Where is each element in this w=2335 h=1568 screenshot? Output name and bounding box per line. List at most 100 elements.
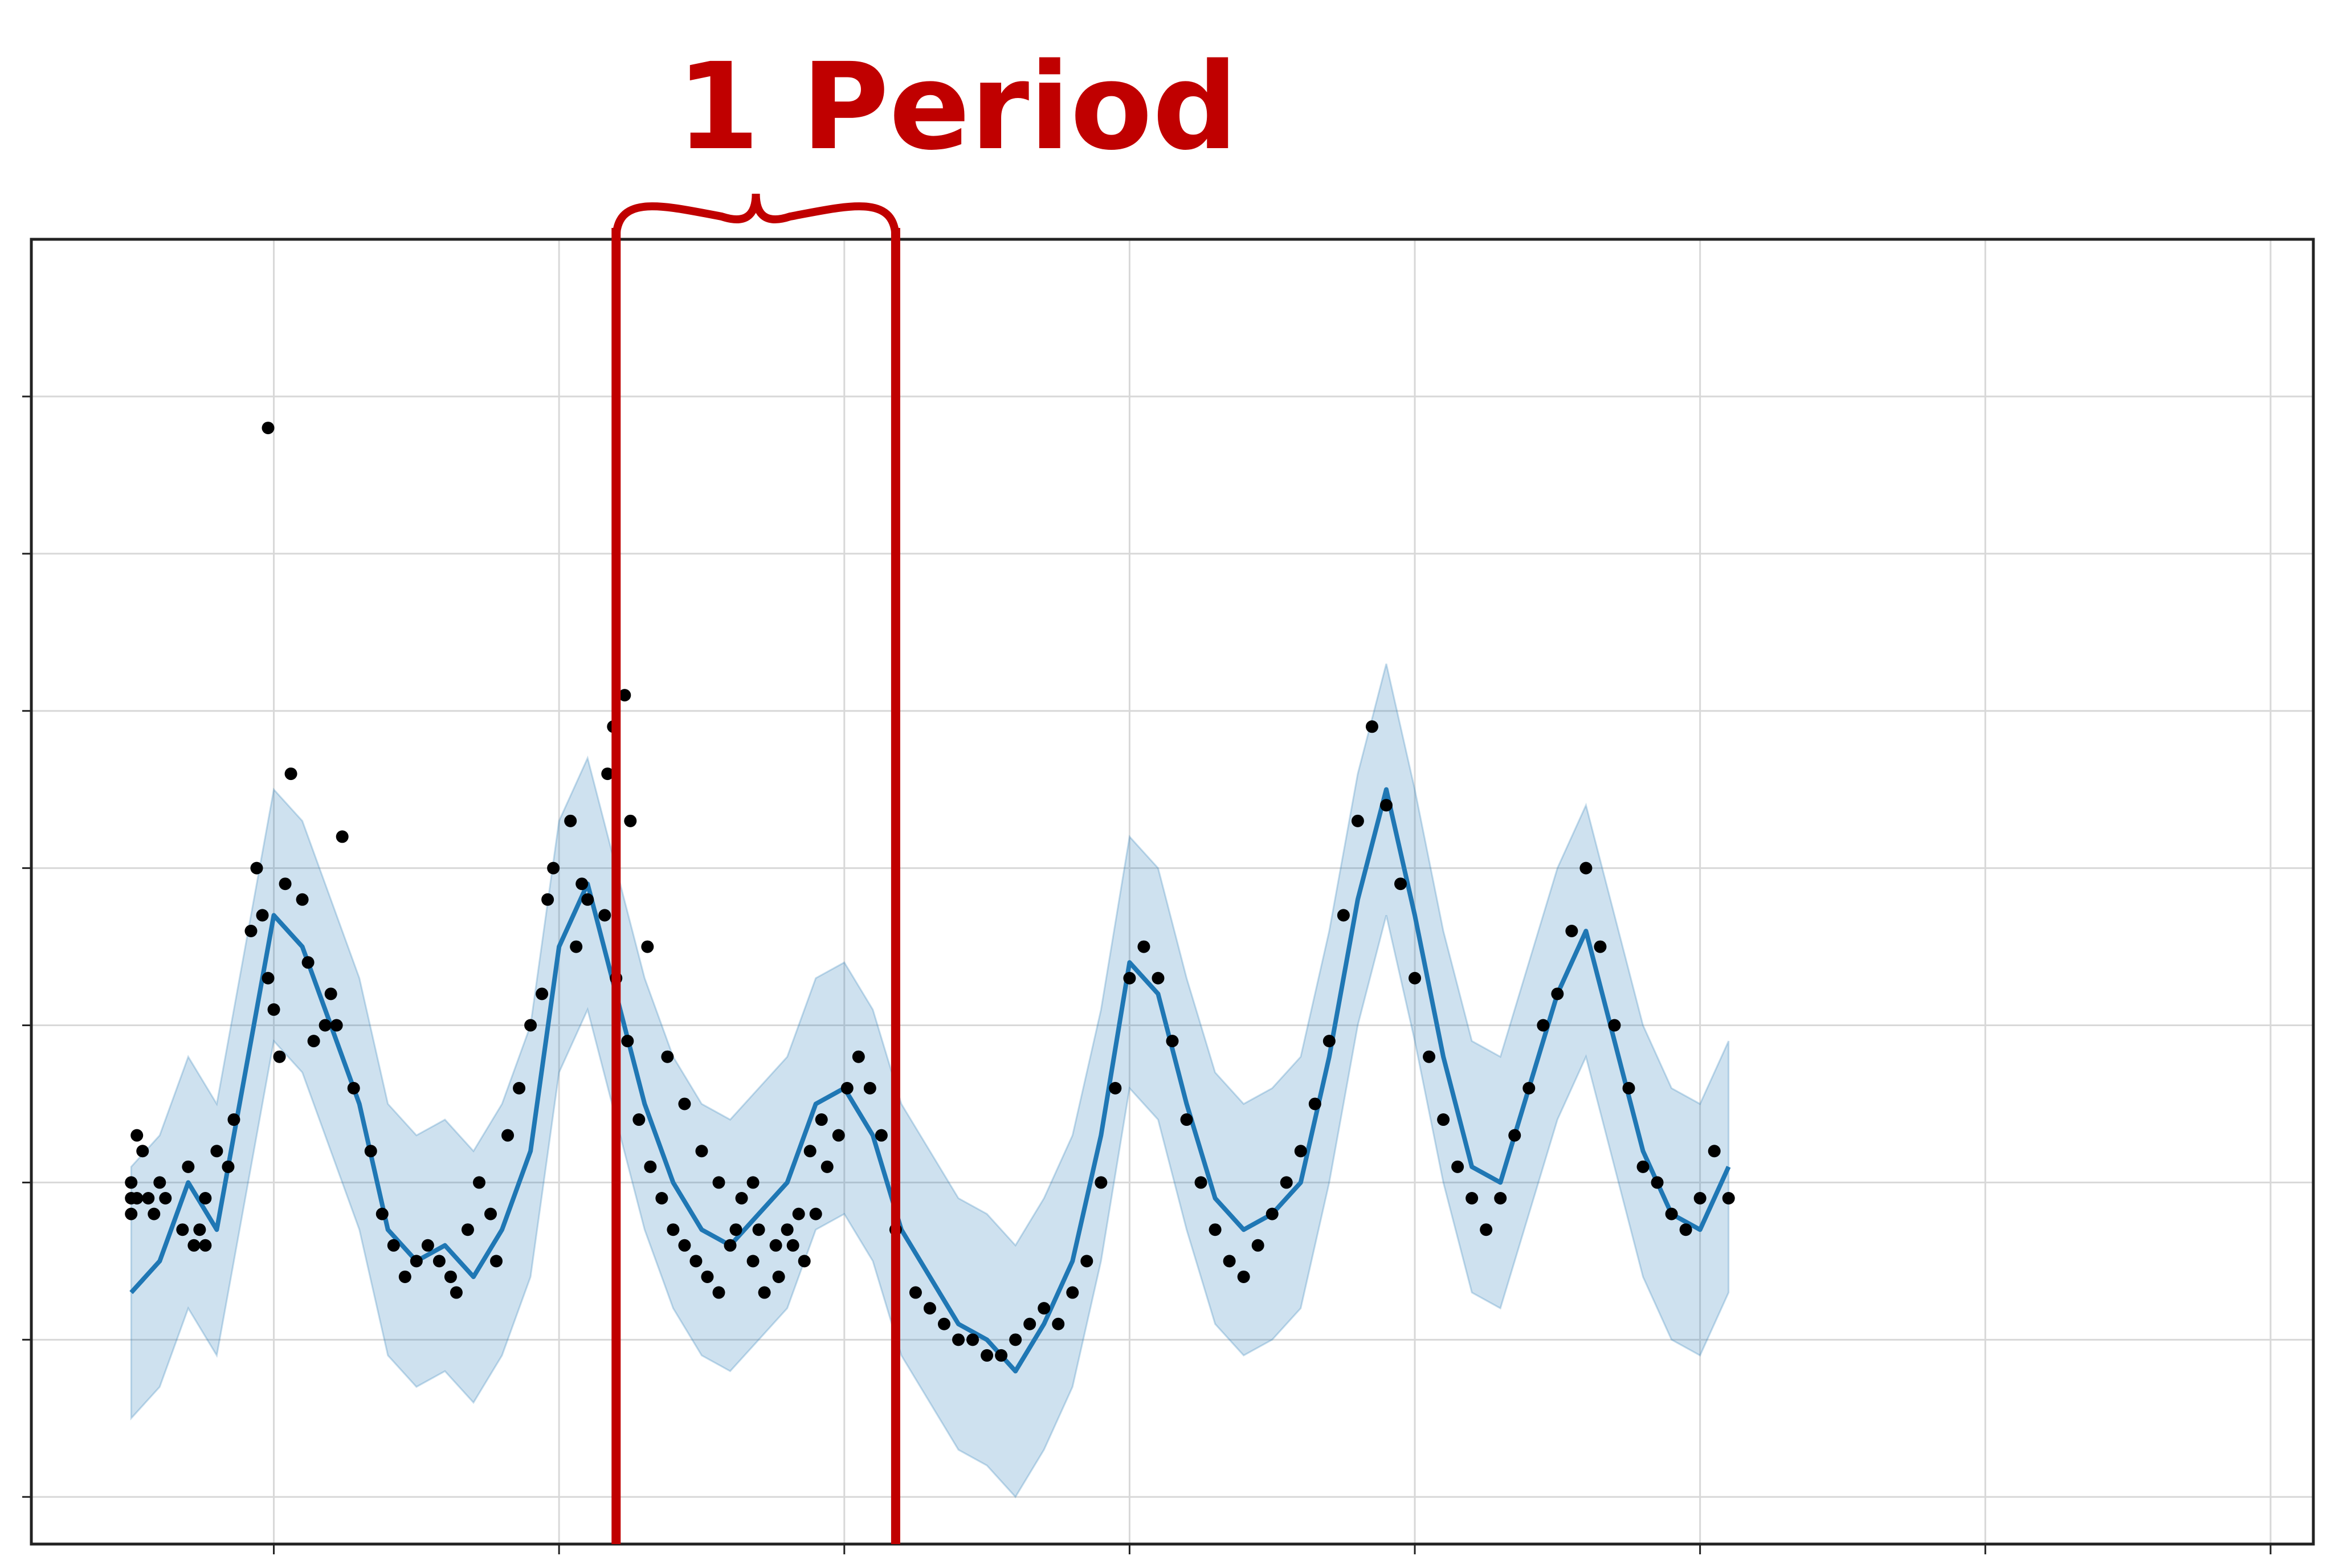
data-point [1251, 1239, 1264, 1252]
data-point [1508, 1129, 1521, 1142]
data-point [1123, 971, 1136, 985]
data-point [187, 1239, 201, 1252]
data-point [966, 1333, 979, 1346]
data-point [1023, 1317, 1036, 1330]
data-point [125, 1207, 138, 1220]
data-point [1237, 1270, 1250, 1283]
data-point [1608, 1019, 1621, 1032]
data-point [199, 1239, 212, 1252]
plot-frame [30, 238, 2315, 1546]
data-point [575, 877, 589, 891]
data-point [227, 1113, 240, 1126]
data-point [279, 877, 292, 891]
data-point [769, 1239, 782, 1252]
data-point [820, 1160, 834, 1173]
data-point [1594, 940, 1607, 953]
data-point [421, 1239, 434, 1252]
data-point [564, 814, 577, 827]
data-point [1109, 1081, 1122, 1095]
data-point [307, 1035, 320, 1048]
data-point [786, 1239, 799, 1252]
data-point [815, 1113, 828, 1126]
data-point [981, 1349, 994, 1362]
data-point [1480, 1223, 1493, 1236]
data-point [852, 1050, 865, 1063]
data-point [176, 1223, 189, 1236]
data-point [1437, 1113, 1450, 1126]
data-point [1522, 1081, 1536, 1095]
data-point [832, 1129, 845, 1142]
data-point [701, 1270, 714, 1283]
data-point [1466, 1192, 1479, 1205]
data-point [501, 1129, 515, 1142]
data-point [142, 1192, 155, 1205]
data-point [244, 924, 258, 937]
data-point [724, 1239, 737, 1252]
data-point [1294, 1145, 1307, 1158]
data-point [1280, 1176, 1293, 1189]
data-point [1066, 1286, 1079, 1299]
data-point [840, 1081, 854, 1095]
data-point [148, 1207, 161, 1220]
data-point [1551, 987, 1564, 1001]
data-point [1537, 1019, 1550, 1032]
data-point [1266, 1207, 1279, 1220]
data-point [655, 1192, 668, 1205]
data-point [347, 1081, 360, 1095]
data-point [484, 1207, 497, 1220]
data-point [199, 1192, 212, 1205]
data-point [923, 1302, 936, 1315]
trend-line [129, 787, 1731, 1374]
data-point [547, 861, 560, 875]
data-point [1009, 1333, 1022, 1346]
data-point [324, 987, 337, 1001]
data-point [781, 1223, 794, 1236]
data-point [450, 1286, 463, 1299]
data-point [875, 1129, 888, 1142]
data-point [618, 689, 631, 702]
data-point [1080, 1255, 1093, 1268]
data-point [1693, 1192, 1707, 1205]
data-point [1351, 814, 1364, 827]
data-point [1636, 1160, 1650, 1173]
data-point [461, 1223, 474, 1236]
data-point [601, 767, 614, 781]
data-point [1038, 1302, 1051, 1315]
data-point [1180, 1113, 1193, 1126]
data-point [1394, 877, 1407, 891]
data-point [689, 1255, 703, 1268]
data-point [798, 1255, 811, 1268]
data-point [193, 1223, 206, 1236]
data-point [364, 1145, 377, 1158]
data-point [1622, 1081, 1635, 1095]
data-point [909, 1286, 922, 1299]
data-point [758, 1286, 771, 1299]
data-point [387, 1239, 400, 1252]
data-point [1095, 1176, 1108, 1189]
data-point [1166, 1035, 1179, 1048]
data-point [256, 909, 269, 922]
data-point [1579, 861, 1593, 875]
data-point [1722, 1192, 1735, 1205]
data-point [792, 1207, 805, 1220]
data-point [159, 1192, 172, 1205]
data-point [130, 1192, 144, 1205]
data-point [1665, 1207, 1678, 1220]
data-point [472, 1176, 485, 1189]
data-point [398, 1270, 411, 1283]
data-point [130, 1129, 144, 1142]
data-point [570, 940, 583, 953]
data-point [330, 1019, 343, 1032]
data-point [1223, 1255, 1236, 1268]
data-point [952, 1333, 965, 1346]
data-point [1409, 971, 1422, 985]
data-point [1494, 1192, 1507, 1205]
data-point [712, 1176, 725, 1189]
data-point [735, 1192, 748, 1205]
data-point [541, 893, 554, 906]
data-point [772, 1270, 785, 1283]
data-point [136, 1145, 149, 1158]
data-point [624, 814, 637, 827]
period-brace [612, 193, 900, 243]
